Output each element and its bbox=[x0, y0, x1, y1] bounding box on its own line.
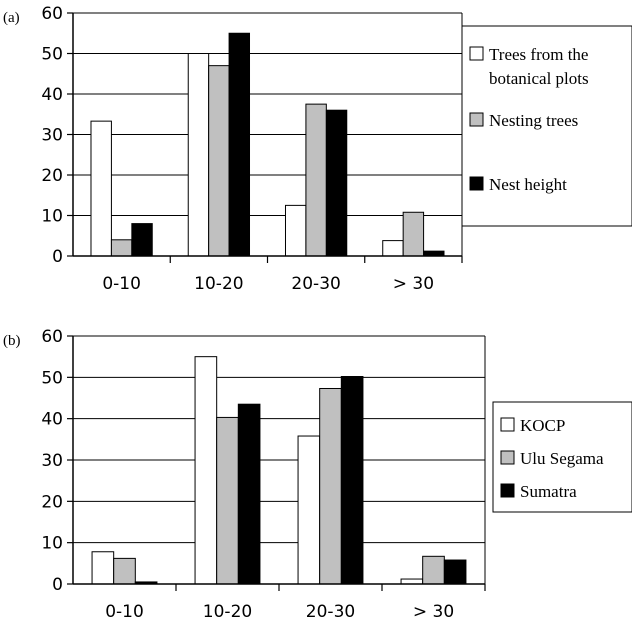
bar bbox=[319, 387, 342, 585]
y-tick-label: 40 bbox=[41, 410, 63, 430]
x-category-label: 20-30 bbox=[306, 602, 355, 622]
panel-label: (b) bbox=[3, 333, 21, 349]
legend-box bbox=[461, 25, 632, 227]
bar bbox=[382, 240, 404, 257]
legend-label: Trees from the bbox=[489, 45, 588, 64]
legend-swatch bbox=[469, 46, 484, 61]
x-category-label: 0-10 bbox=[102, 274, 141, 294]
y-tick-label: 10 bbox=[41, 207, 63, 227]
panel-a: 0 10 20 30 40 50 60 0-10 10-20 20-30 > 30 (a) Trees … bbox=[3, 4, 632, 294]
bar bbox=[297, 435, 321, 585]
y-tick-label: 30 bbox=[41, 451, 63, 471]
legend-swatch bbox=[469, 176, 484, 191]
y-tick-label: 50 bbox=[41, 45, 63, 65]
legend-label: KOCP bbox=[520, 416, 565, 435]
legend-label: Sumatra bbox=[520, 482, 577, 501]
y-tick-label: 10 bbox=[41, 534, 63, 554]
y-tick-label: 40 bbox=[41, 85, 63, 105]
bar bbox=[113, 557, 136, 585]
bar bbox=[110, 239, 133, 257]
x-category-label: 10-20 bbox=[194, 274, 243, 294]
bar bbox=[237, 403, 261, 585]
y-tick-label: 0 bbox=[52, 575, 63, 595]
bar bbox=[228, 32, 251, 257]
bar bbox=[131, 223, 153, 257]
y-tick-label: 20 bbox=[41, 492, 63, 512]
bar bbox=[422, 555, 445, 585]
bar bbox=[194, 356, 218, 585]
panel-label: (a) bbox=[3, 10, 20, 26]
legend-label: botanical plots bbox=[489, 69, 589, 88]
y-tick-label: 0 bbox=[52, 247, 63, 267]
legend-label: Nest height bbox=[489, 175, 567, 194]
legend: KOCP Ulu Segama Sumatra bbox=[492, 401, 632, 513]
bar bbox=[90, 120, 112, 257]
bar bbox=[402, 211, 425, 257]
legend-swatch bbox=[500, 450, 515, 465]
bar bbox=[187, 53, 210, 257]
bar bbox=[284, 204, 307, 257]
x-category-label: 10-20 bbox=[203, 602, 252, 622]
bar bbox=[443, 559, 467, 585]
legend-label: Ulu Segama bbox=[520, 449, 604, 468]
y-tick-label: 60 bbox=[41, 4, 63, 24]
x-category-label: 0-10 bbox=[105, 602, 144, 622]
bar bbox=[305, 103, 327, 257]
x-category-label: 20-30 bbox=[291, 274, 340, 294]
legend-swatch bbox=[500, 483, 515, 498]
panel-b: 0 10 20 30 40 50 60 0-10 10-20 20-30 > 30 (b) KOCP Ul… bbox=[3, 327, 632, 622]
legend: Trees from the botanical plots Nesting tre… bbox=[461, 25, 632, 227]
legend-label: Nesting trees bbox=[489, 111, 578, 130]
bar bbox=[340, 376, 364, 585]
x-category-label: > 30 bbox=[413, 602, 454, 622]
bar bbox=[91, 551, 115, 585]
y-tick-label: 30 bbox=[41, 126, 63, 146]
legend-swatch bbox=[500, 417, 515, 432]
legend-box bbox=[492, 401, 632, 513]
bar bbox=[208, 65, 230, 257]
bar bbox=[325, 109, 348, 257]
x-category-label: > 30 bbox=[393, 274, 434, 294]
y-tick-label: 60 bbox=[41, 327, 63, 347]
y-tick-label: 50 bbox=[41, 368, 63, 388]
legend-swatch bbox=[469, 112, 484, 127]
y-tick-label: 20 bbox=[41, 166, 63, 186]
bar bbox=[216, 416, 239, 585]
